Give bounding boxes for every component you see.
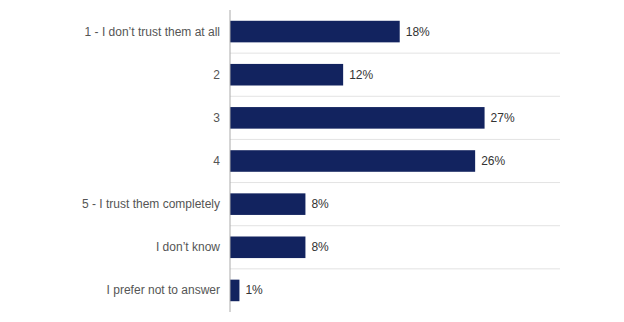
separator [230,225,560,226]
bar [230,280,239,302]
data-label: 27% [491,111,515,125]
separator [230,53,560,54]
data-label: 1% [245,283,263,297]
data-label: 8% [311,240,329,254]
bar [230,21,400,43]
axis-line [230,10,231,312]
category-label: 4 [213,154,220,168]
data-label: 26% [481,154,505,168]
category-label: 2 [213,68,220,82]
chart-container: 1 - I don’t trust them at all 18% 2 12% 3 27%… [0,0,624,322]
category-label: 5 - I trust them completely [82,197,220,211]
labels: 1 - I don’t trust them at all 18% 2 12% 3 27%… [82,25,515,298]
category-label: 3 [213,111,220,125]
bar [230,237,305,259]
category-label: I don’t know [156,240,220,254]
bar [230,150,475,172]
data-label: 18% [406,25,430,39]
separator [230,139,560,140]
separator [230,96,560,97]
bar [230,107,485,129]
bar [230,193,305,215]
data-label: 12% [349,68,373,82]
chart: 1 - I don’t trust them at all 18% 2 12% 3 27%… [0,0,624,322]
separator [230,268,560,269]
category-label: I prefer not to answer [107,283,220,297]
separator [230,182,560,183]
category-label: 1 - I don’t trust them at all [85,25,220,39]
bars [230,21,485,301]
data-label: 8% [311,197,329,211]
bar [230,64,343,86]
